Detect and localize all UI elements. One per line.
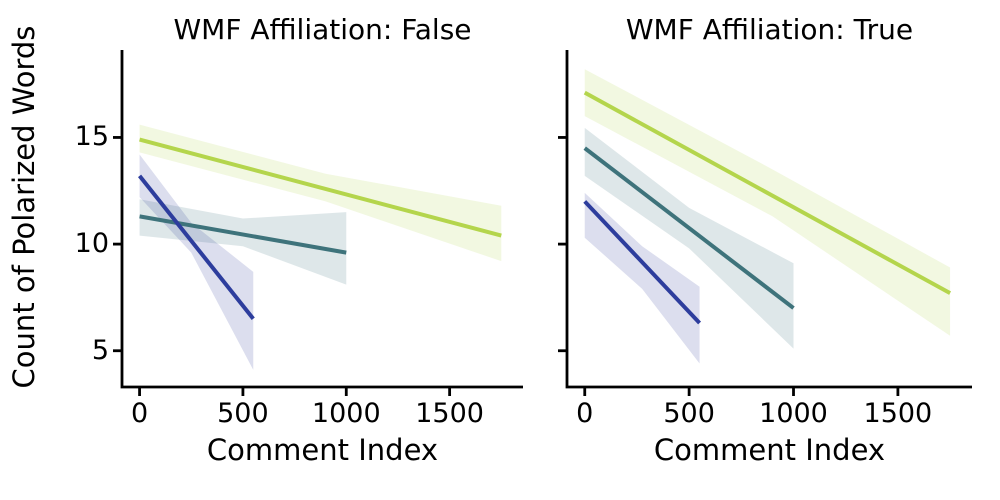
- x-tick-label: 1000: [759, 398, 828, 429]
- axes-spines: [565, 50, 972, 389]
- ci-band-series-blue: [584, 192, 700, 364]
- x-tick-label: 0: [576, 398, 594, 429]
- x-tick-label: 1500: [863, 398, 933, 429]
- y-tick-label: 15: [74, 121, 109, 153]
- x-tick-label: 1000: [311, 398, 381, 429]
- regression-line-series-green: [139, 137, 502, 238]
- x-tick-label: 0: [130, 398, 149, 429]
- axes-spines: [120, 50, 523, 389]
- regression-line-series-teal: [583, 146, 795, 310]
- x-tick-label: 500: [217, 398, 269, 429]
- x-axis-label-left: Comment Index: [206, 433, 439, 467]
- x-tick-label: 1500: [415, 398, 484, 429]
- ci-band-series-green: [584, 69, 951, 336]
- ci-band-series-teal: [584, 127, 794, 349]
- regression-line-series-green: [583, 90, 952, 295]
- x-axis-label-right: Comment Index: [653, 433, 886, 467]
- ci-band-series-teal: [139, 199, 347, 285]
- y-tick-label: 10: [74, 228, 109, 260]
- regression-line-series-teal: [139, 214, 347, 255]
- panel-title-false: WMF Affiliation: False: [173, 13, 472, 46]
- regression-line-series-blue: [583, 200, 702, 325]
- panel-title-true: WMF Affiliation: True: [625, 13, 914, 46]
- x-tick-label: 500: [663, 398, 715, 429]
- y-tick-label: 5: [91, 334, 109, 366]
- regression-line-series-blue: [138, 174, 255, 320]
- ci-band-series-green: [139, 124, 502, 262]
- ci-band-series-blue: [139, 154, 254, 370]
